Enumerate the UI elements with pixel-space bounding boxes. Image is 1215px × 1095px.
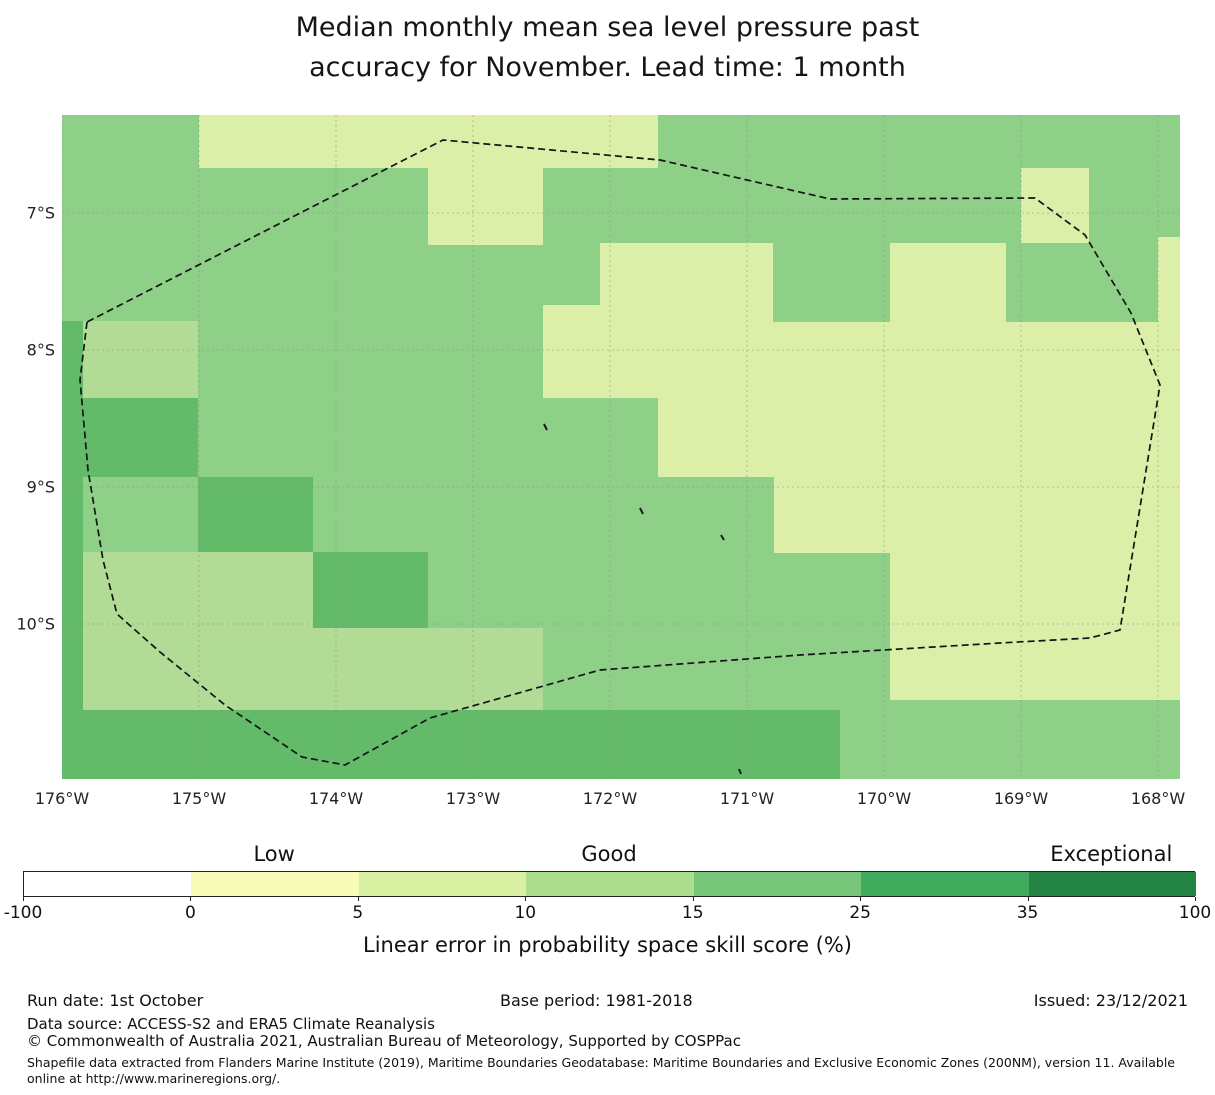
skill-cell-region	[62, 710, 840, 779]
colorbar-segment	[693, 872, 862, 896]
island-mark	[543, 423, 548, 431]
skill-cell-region	[890, 553, 1180, 700]
skill-cell-region	[62, 321, 83, 760]
chart-title: Median monthly mean sea level pressure p…	[295, 12, 920, 83]
colorbar-segment	[1028, 872, 1196, 896]
map-svg	[61, 115, 1180, 779]
x-tick-label: 175°W	[171, 789, 227, 808]
colorbar-segment	[191, 872, 359, 896]
x-tick-label: 176°W	[34, 789, 90, 808]
x-tick-label: 174°W	[308, 789, 364, 808]
x-tick-label: 169°W	[993, 789, 1049, 808]
skill-cell-region	[600, 243, 773, 322]
skill-cell-region	[83, 398, 198, 477]
colorbar-tick-label: 5	[352, 903, 364, 923]
colorbar-segment	[24, 872, 192, 896]
eez-boundary-line	[79, 139, 1161, 766]
colorbar-category-label: Low	[253, 842, 295, 866]
island-mark	[720, 534, 725, 541]
base-period: Base period: 1981-2018	[500, 991, 693, 1010]
colorbar-tick-label: -100	[3, 903, 43, 923]
colorbar-tick-label: 15	[681, 903, 704, 923]
copyright-line: © Commonwealth of Australia 2021, Austra…	[27, 1032, 741, 1050]
x-tick-label: 171°W	[719, 789, 775, 808]
colorbar-caption: Linear error in probability space skill …	[363, 933, 852, 957]
y-tick-label: 10°S	[16, 614, 55, 634]
colorbar-tick	[357, 897, 359, 901]
colorbar-tick	[1027, 897, 1029, 901]
skill-cell-region	[313, 552, 428, 628]
issued-date: Issued: 23/12/2021	[1033, 991, 1188, 1010]
island-mark	[639, 507, 644, 515]
skill-cell-region	[83, 321, 198, 398]
colorbar-segment	[526, 872, 694, 896]
skill-cell-region	[83, 552, 313, 628]
colorbar-tick-label: 0	[185, 903, 196, 923]
run-date: Run date: 1st October	[27, 991, 204, 1010]
y-tick-label: 7°S	[26, 203, 55, 223]
colorbar-tick-label: 100	[1178, 903, 1212, 923]
colorbar-tick	[23, 897, 24, 901]
colorbar-segment	[861, 872, 1029, 896]
skill-cell-region	[83, 628, 543, 710]
colorbar-category-label: Good	[581, 842, 637, 866]
colorbar-tick	[525, 897, 527, 901]
colorbar-segment	[358, 872, 527, 896]
colorbar-bar	[23, 871, 1196, 897]
colorbar-tick-label: 10	[514, 903, 537, 923]
colorbar-tick	[1195, 897, 1196, 901]
skill-cell-region	[1021, 168, 1089, 243]
skill-cell-region	[774, 477, 1180, 553]
skill-cell-region	[199, 115, 658, 168]
skill-cell-region	[543, 305, 600, 398]
colorbar-category-label: Exceptional	[1050, 842, 1173, 866]
data-source: Data source: ACCESS-S2 and ERA5 Climate …	[27, 1015, 435, 1033]
y-tick-label: 9°S	[26, 477, 55, 497]
skill-cell-region	[1158, 237, 1180, 322]
colorbar-tick-label: 25	[849, 903, 871, 923]
colorbar-tick-label: 35	[1016, 903, 1039, 923]
skill-cell-region	[600, 322, 1180, 398]
x-tick-label: 170°W	[856, 789, 912, 808]
skill-cell-region	[890, 243, 1006, 322]
island-mark	[738, 768, 742, 775]
y-tick-label: 8°S	[26, 340, 55, 360]
colorbar-tick	[860, 897, 862, 901]
shapefile-note: Shapefile data extracted from Flanders M…	[27, 1055, 1175, 1086]
colorbar-tick	[190, 897, 192, 901]
skill-cell-region	[658, 398, 1180, 477]
x-tick-label: 173°W	[445, 789, 501, 808]
skill-cell-region	[198, 477, 313, 552]
skill-cell-region	[428, 168, 543, 245]
x-tick-label: 172°W	[582, 789, 638, 808]
map-canvas	[61, 115, 1180, 779]
x-tick-label: 168°W	[1130, 789, 1186, 808]
colorbar-tick	[692, 897, 694, 901]
